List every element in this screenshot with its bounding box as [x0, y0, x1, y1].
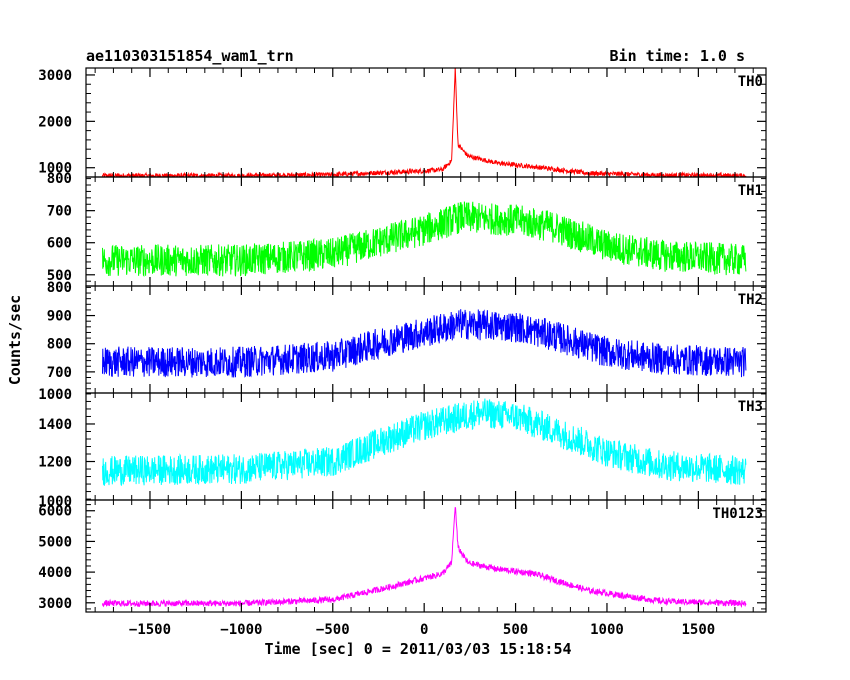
- x-axis-label: Time [sec] 0 = 2011/03/03 15:18:54: [264, 640, 571, 658]
- y-tick-label: 1200: [38, 455, 72, 471]
- y-tick-label: 3000: [38, 68, 72, 84]
- x-tick-label: −1000: [220, 622, 262, 638]
- panel-label-th0123: TH0123: [712, 506, 763, 522]
- y-tick-label: 800: [47, 337, 72, 353]
- series-trace-th0: [102, 68, 747, 177]
- panel-frame-th2: [85, 285, 767, 394]
- y-tick-label: 500: [47, 268, 72, 284]
- panel-label-th3: TH3: [738, 399, 763, 415]
- y-tick-label: 6000: [38, 504, 72, 520]
- y-tick-label: 5000: [38, 534, 72, 550]
- panel-frame-th0: [85, 67, 767, 178]
- x-tick-label: 1000: [590, 622, 624, 638]
- y-tick-label: 4000: [38, 565, 72, 581]
- plot-layer: TH0 1000 2000 3000 800 TH1 500 600 700 800 TH2 700 8…: [38, 67, 767, 638]
- y-tick-label: 2000: [38, 114, 72, 130]
- y-boundary-label: 1000: [38, 494, 72, 510]
- chart-header-right: Bin time: 1.0 s: [610, 47, 745, 65]
- y-tick-label: 900: [47, 309, 72, 325]
- x-tick-label: 0: [420, 622, 428, 638]
- series-trace-th3: [102, 398, 747, 486]
- y-tick-label: 700: [47, 204, 72, 220]
- series-trace-th2: [102, 309, 747, 378]
- panel-label-th2: TH2: [738, 292, 763, 308]
- y-tick-label: 600: [47, 236, 72, 252]
- y-tick-label: 3000: [38, 596, 72, 612]
- panel-frame-th0123: [85, 499, 767, 613]
- x-tick-label: 500: [503, 622, 528, 638]
- x-tick-label: −1500: [129, 622, 171, 638]
- panel-label-th0: TH0: [738, 74, 763, 90]
- chart-header-left: ae110303151854_wam1_trn: [86, 47, 294, 65]
- y-tick-label: 1400: [38, 417, 72, 433]
- y-tick-label: 700: [47, 365, 72, 381]
- panel-label-th1: TH1: [738, 183, 763, 199]
- panel-frame-th3: [85, 392, 767, 501]
- series-trace-th1: [102, 201, 747, 278]
- y-boundary-label: 800: [47, 171, 72, 187]
- y-tick-label: 1000: [38, 161, 72, 177]
- x-tick-label: 1500: [682, 622, 716, 638]
- series-trace-th0123: [102, 506, 747, 608]
- y-boundary-label: 800: [47, 280, 72, 296]
- y-axis-label: Counts/sec: [6, 295, 24, 385]
- y-boundary-label: 1000: [38, 387, 72, 403]
- x-tick-label: −500: [316, 622, 350, 638]
